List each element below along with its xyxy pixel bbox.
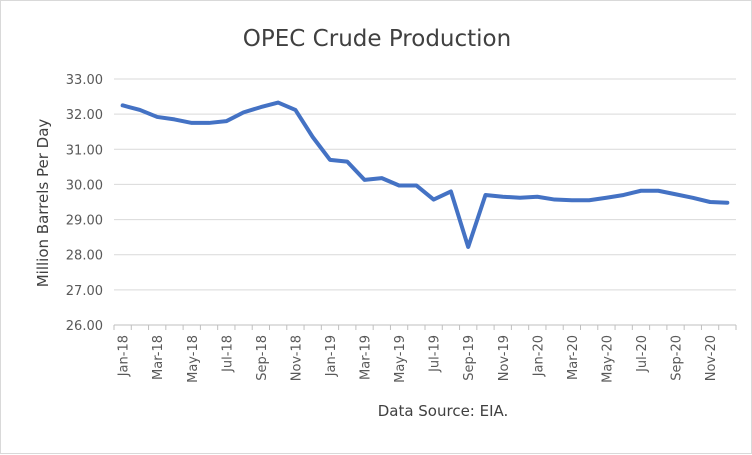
- x-tick-label: Nov-19: [497, 335, 512, 381]
- x-tick-label: Jul-18: [220, 335, 235, 373]
- x-tick-label: Mar-20: [566, 335, 581, 380]
- y-tick-label: 27.00: [66, 284, 103, 299]
- x-tick-label: Jan-20: [531, 335, 546, 377]
- x-tick-label: Mar-18: [151, 335, 166, 380]
- y-tick-label: 29.00: [66, 214, 103, 229]
- y-tick-label: 26.00: [66, 319, 103, 334]
- y-tick-label: 32.00: [66, 108, 103, 123]
- x-tick-label: Jul-19: [428, 335, 443, 373]
- y-tick-label: 33.00: [66, 73, 103, 88]
- y-tick-label: 28.00: [66, 249, 103, 264]
- x-tick-label: May-18: [186, 335, 201, 383]
- y-axis-title: Million Barrels Per Day: [34, 119, 52, 288]
- chart-title: OPEC Crude Production: [243, 26, 511, 52]
- x-tick-label: Mar-19: [359, 335, 374, 380]
- x-tick-label: Sep-18: [255, 335, 270, 381]
- x-tick-label: Jan-18: [117, 335, 132, 377]
- series-line: [120, 100, 730, 249]
- y-tick-label: 30.00: [66, 178, 103, 193]
- x-tick-label: Jan-19: [324, 335, 339, 377]
- y-axis-ticks: 26.00 27.00 28.00 29.00 30.00 31.00 32.00 33.00: [66, 73, 103, 334]
- x-axis-ticks: Jan-18 Mar-18 May-18 Jul-18 Sep-18 Nov-18 Jan-…: [113, 325, 737, 383]
- x-tick-label: Sep-19: [462, 335, 477, 381]
- x-tick-label: May-19: [393, 335, 408, 383]
- x-tick-label: Nov-18: [289, 335, 304, 381]
- x-tick-label: May-20: [600, 335, 615, 383]
- x-tick-label: Jul-20: [635, 335, 650, 373]
- x-tick-label: Nov-20: [704, 335, 719, 381]
- gridlines: [114, 78, 736, 291]
- source-note: Data Source: EIA.: [378, 402, 509, 420]
- y-tick-label: 31.00: [66, 143, 103, 158]
- x-tick-label: Sep-20: [670, 335, 685, 381]
